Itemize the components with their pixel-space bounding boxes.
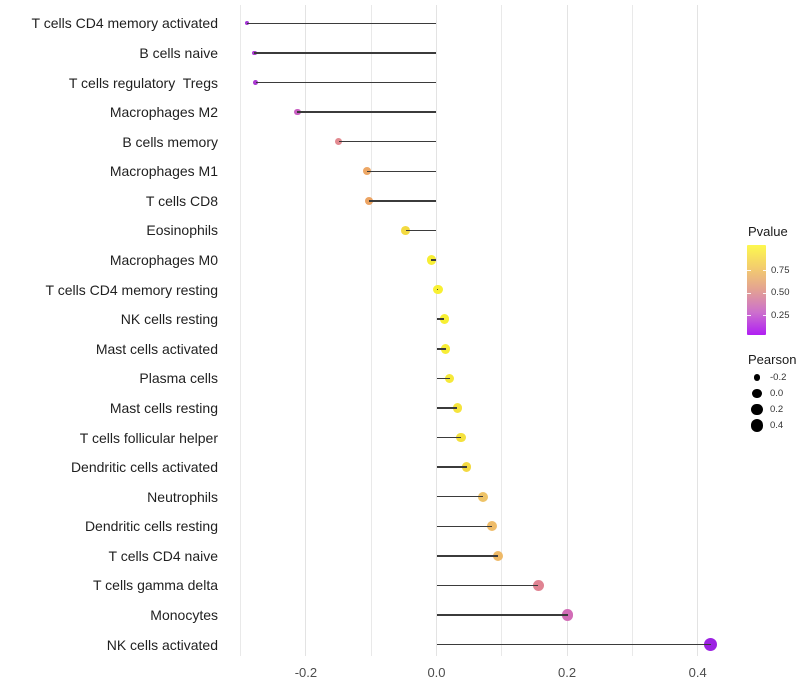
lollipop-segment: [436, 614, 568, 616]
gridline: [305, 5, 307, 656]
category-label: Macrophages M2: [109, 104, 218, 121]
gridline: [370, 5, 372, 656]
lollipop-segment: [436, 643, 711, 646]
category-label: Dendritic cells activated: [70, 459, 218, 476]
lollipop-segment: [436, 377, 450, 380]
lollipop-segment: [436, 525, 492, 527]
pvalue-legend-title: Pvalue: [748, 224, 788, 239]
category-label: T cells gamma delta: [92, 577, 218, 594]
lollipop-dot: [452, 403, 463, 413]
lollipop-segment: [366, 170, 437, 173]
gridline: [631, 5, 633, 656]
lollipop-dot: [433, 284, 443, 295]
pvalue-bar-tickmark: [762, 270, 766, 272]
lollipop-segment: [436, 407, 458, 409]
pearson-size-label: 0.4: [770, 420, 784, 431]
lollipop-segment: [436, 555, 498, 557]
pvalue-bar-tickmark: [762, 292, 766, 294]
lollipop-segment: [436, 466, 467, 468]
category-label: B cells naive: [139, 44, 218, 61]
lollipop-segment: [247, 22, 437, 25]
gridline: [501, 5, 503, 656]
lollipop-dot: [252, 50, 257, 56]
category-label: NK cells activated: [106, 636, 218, 653]
lollipop-segment: [338, 140, 437, 143]
lollipop-dot: [439, 314, 450, 324]
category-label: B cells memory: [122, 133, 218, 150]
pearson-legend-title: Pearson: [748, 352, 797, 367]
category-label: Macrophages M1: [109, 163, 218, 180]
lollipop-segment: [436, 436, 461, 439]
lollipop-segment: [436, 318, 445, 320]
category-label: Macrophages M0: [109, 252, 218, 269]
pearson-size-label: 0.0: [770, 388, 784, 399]
pearson-size-dot: [752, 388, 762, 399]
category-label: T cells follicular helper: [79, 429, 218, 446]
lollipop-dot: [245, 21, 250, 26]
category-label: NK cells resting: [120, 311, 218, 328]
lollipop-segment: [369, 200, 437, 202]
lollipop-segment: [436, 348, 446, 350]
lollipop-dot: [334, 137, 343, 146]
gridline: [566, 5, 568, 656]
x-tick-label: 0.0: [427, 665, 446, 680]
pearson-size-dot: [750, 419, 764, 432]
category-label: T cells CD8: [145, 192, 218, 209]
category-label: Neutrophils: [147, 488, 218, 505]
category-label: T cells CD4 memory resting: [45, 281, 218, 298]
pvalue-tick-label: 0.75: [771, 264, 790, 276]
x-tick-label: 0.4: [688, 665, 707, 680]
category-label: Eosinophils: [146, 222, 218, 239]
lollipop-dot: [444, 373, 455, 384]
pvalue-bar-tickmark: [747, 270, 751, 272]
category-label: Plasma cells: [139, 370, 218, 387]
x-tick-label: 0.2: [558, 665, 577, 680]
category-label: Mast cells activated: [95, 340, 218, 357]
lollipop-segment: [405, 229, 437, 232]
pvalue-bar-tickmark: [747, 292, 751, 294]
gridline: [240, 5, 242, 656]
lollipop-dot: [365, 196, 374, 205]
lollipop-segment: [255, 81, 437, 84]
gridline: [697, 5, 699, 656]
category-label: Monocytes: [150, 607, 218, 623]
pearson-size-dot: [751, 403, 763, 416]
pvalue-tick-label: 0.50: [771, 287, 790, 299]
category-label: T cells CD4 memory activated: [31, 15, 218, 32]
pearson-size-label: 0.2: [770, 404, 784, 415]
x-tick-label: -0.2: [294, 665, 318, 680]
lollipop-segment: [436, 495, 483, 498]
gridline: [436, 5, 437, 656]
pvalue-tick-label: 0.25: [771, 309, 790, 321]
lollipop-segment: [436, 288, 438, 291]
lollipop-segment: [436, 584, 539, 587]
lollipop-dot: [486, 521, 498, 532]
pearson-size-dot: [753, 374, 761, 381]
pearson-size-label: -0.2: [770, 372, 787, 383]
lollipop-segment: [297, 111, 437, 113]
pvalue-gradient-bar: [747, 245, 766, 335]
lollipop-segment: [254, 52, 437, 54]
category-label: T cells CD4 naive: [108, 547, 218, 564]
lollipop-segment: [431, 259, 437, 261]
category-label: Mast cells resting: [109, 399, 218, 416]
category-label: T cells regulatory Tregs: [68, 74, 218, 91]
category-label: Dendritic cells resting: [84, 518, 218, 535]
pvalue-bar-tickmark: [762, 315, 766, 317]
pvalue-bar-tickmark: [747, 315, 751, 317]
